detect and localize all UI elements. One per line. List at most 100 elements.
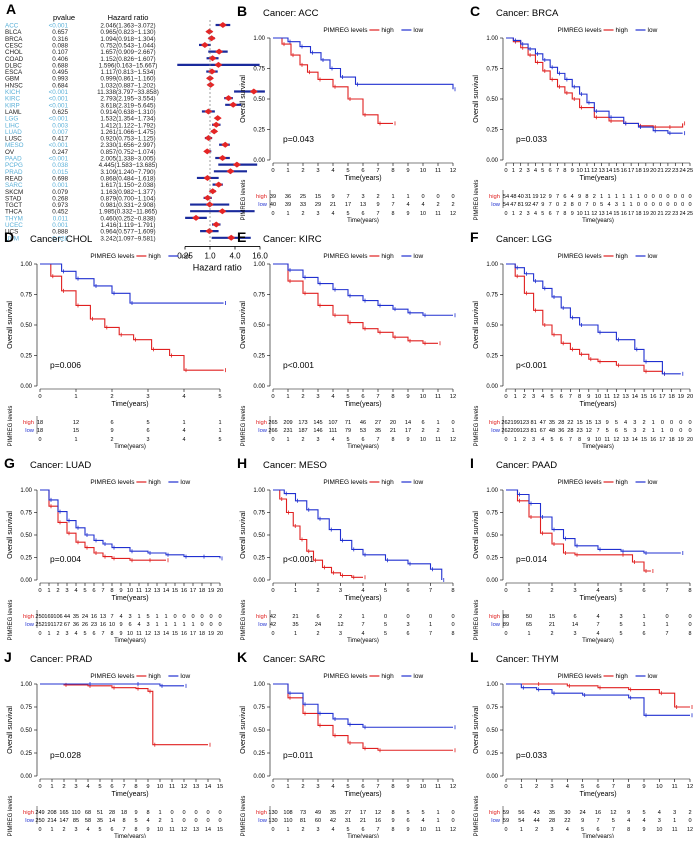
km-x-tick-label: 2 [523, 394, 526, 400]
km-x-tick-label: 18 [668, 394, 674, 400]
km-x-tick-label: 5 [619, 588, 622, 594]
km-risk-time: 3 [317, 211, 320, 217]
km-risk-low-count: 1 [170, 818, 173, 824]
forest-pvalue: 0.003 [52, 122, 68, 129]
km-risk-row-label: low [25, 428, 35, 434]
km-risk-high-count: 39 [270, 194, 276, 200]
km-y-label: Overall survival [240, 706, 247, 754]
km-risk-high-count: 165 [59, 810, 68, 816]
km-x-tick-label: 8 [391, 394, 394, 400]
km-risk-high-count: 28 [109, 810, 115, 816]
km-y-tick-label: 0.25 [253, 354, 265, 360]
km-x-label: Time(years) [344, 401, 381, 408]
forest-hr-text: 1.163(0.982−1.377) [100, 189, 155, 196]
km-x-tick-label: 0 [504, 784, 507, 790]
km-risk-time: 2 [535, 827, 538, 833]
km-risk-time: 7 [377, 211, 380, 217]
km-x-tick-label: 3 [74, 784, 77, 790]
km-risk-time: 8 [392, 827, 395, 833]
km-risk-high-count: 9 [578, 194, 581, 200]
km-y-label: Overall survival [240, 301, 247, 349]
forest-pvalue: 0.973 [52, 202, 68, 209]
km-risk-high-count: 46 [360, 420, 366, 426]
km-risk-time: 5 [384, 631, 387, 637]
km-risk-time: 8 [111, 631, 114, 637]
km-legend-label: low [413, 479, 423, 486]
km-legend-label: high [148, 479, 161, 486]
km-x-tick-label: 10 [157, 784, 163, 790]
km-y-tick-label: 0.75 [486, 67, 498, 73]
km-y-tick-label: 1.00 [486, 488, 498, 494]
km-risk-time: 3 [574, 631, 577, 637]
km-x-tick-label: 6 [560, 394, 563, 400]
forest-hr-text: 0.879(0.700−1.104) [100, 195, 155, 202]
km-risk-low-count: 0 [688, 818, 691, 824]
km-risk-high-count: 1 [436, 810, 439, 816]
forest-pvalue: 0.625 [52, 109, 68, 116]
km-risk-time: 15 [217, 827, 223, 833]
km-x-tick-label: 0 [271, 588, 274, 594]
km-x-tick-label: 4 [331, 394, 335, 400]
km-risk-time: 7 [377, 437, 380, 443]
forest-point [205, 228, 214, 235]
km-risk-low-count: 5 [134, 818, 137, 824]
km-y-tick-label: 0.50 [486, 533, 498, 539]
km-risk-high-count: 0 [688, 194, 691, 200]
km-risk-low-count: 21 [330, 202, 336, 208]
km-risk-time: 13 [193, 827, 199, 833]
km-risk-low-count: 13 [360, 202, 366, 208]
forest-cancer-label: OV [5, 149, 15, 156]
km-risk-high-count: 0 [670, 420, 673, 426]
km-y-tick-label: 0.75 [253, 511, 265, 517]
km-x-tick-label: 3 [573, 588, 576, 594]
km-risk-time: 0 [505, 437, 508, 443]
km-risk-xlabel: Time(years) [347, 218, 379, 224]
km-risk-label: PIMREG levels [8, 406, 14, 447]
km-risk-time: 12 [450, 437, 456, 443]
km-risk-high-count: 130 [268, 810, 277, 816]
km-y-tick-label: 0.50 [253, 728, 265, 734]
forest-hr-text: 0.914(0.638−1.310) [100, 109, 155, 116]
km-risk-high-count: 3 [673, 810, 676, 816]
km-risk-high-count: 5 [642, 810, 645, 816]
km-risk-time: 6 [549, 211, 552, 217]
km-risk-label: PIMREG levels [474, 796, 480, 837]
km-risk-time: 7 [666, 631, 669, 637]
forest-hr-text: 0.920(0.753−1.125) [100, 136, 155, 143]
forest-pvalue: <0.001 [49, 96, 69, 103]
km-risk-high-count: 0 [688, 420, 691, 426]
km-risk-time: 12 [591, 211, 597, 217]
km-risk-high-count: 1 [600, 194, 603, 200]
km-legend-title: PIMREG levels [558, 27, 603, 34]
km-risk-label: PIMREG levels [241, 600, 247, 641]
km-risk-time: 7 [102, 631, 105, 637]
km-risk-high-count: 15 [586, 420, 592, 426]
km-y-tick-label: 0.50 [253, 97, 265, 103]
km-risk-time: 5 [581, 827, 584, 833]
km-risk-low-count: 1 [182, 622, 185, 628]
km-risk-high-count: 15 [315, 194, 321, 200]
km-risk-time: 2 [302, 827, 305, 833]
km-risk-time: 4 [332, 211, 335, 217]
km-risk-time: 8 [135, 827, 138, 833]
km-curve-low [273, 263, 453, 316]
forest-point [232, 161, 241, 168]
km-x-tick-label: 0 [271, 784, 274, 790]
km-x-tick-label: 11 [672, 784, 678, 790]
km-risk-low-count: 1 [661, 428, 664, 434]
km-risk-low-count: 1 [451, 428, 454, 434]
km-risk-low-count: 0 [666, 202, 669, 208]
km-risk-time: 0 [505, 827, 508, 833]
km-x-tick-label: 8 [563, 168, 566, 174]
km-legend-label: low [648, 253, 658, 260]
forest-x-label: Hazard ratio [193, 262, 242, 272]
km-risk-time: 10 [157, 827, 163, 833]
km-x-tick-label: 2 [56, 588, 59, 594]
km-y-tick-label: 0.75 [486, 511, 498, 517]
km-risk-time: 11 [435, 211, 441, 217]
forest-hr-text: 0.965(0.823−1.130) [100, 29, 155, 36]
km-risk-label: PIMREG levels [8, 796, 14, 837]
km-x-tick-label: 12 [613, 394, 619, 400]
km-risk-time: 2 [57, 631, 60, 637]
km-risk-low-count: 36 [73, 622, 79, 628]
